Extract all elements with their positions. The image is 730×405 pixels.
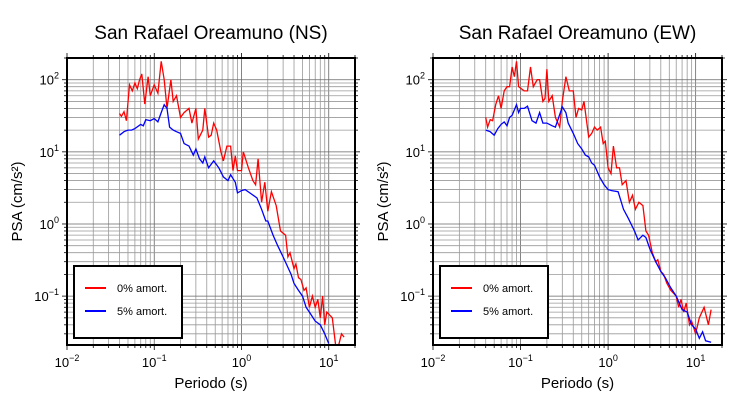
x-tick-label: 101	[686, 353, 705, 370]
y-tick-exponent: 1	[420, 143, 425, 153]
grid	[62, 53, 360, 350]
y-tick-label: 102	[40, 71, 59, 88]
y-tick-label: 101	[406, 143, 425, 160]
y-tick-exponent: 2	[420, 71, 425, 81]
legend: 0% amort. 5% amort.	[439, 265, 549, 339]
x-tick-label: 10−2	[421, 353, 446, 370]
legend-box	[73, 265, 183, 339]
y-tick-label: 102	[406, 71, 425, 88]
x-tick-label: 100	[232, 353, 251, 370]
y-tick-exponent: 0	[420, 215, 425, 225]
y-tick-exponent: 2	[54, 71, 59, 81]
legend: 0% amort. 5% amort.	[73, 265, 183, 339]
legend-box	[439, 265, 549, 339]
plot-frame	[432, 57, 723, 346]
series-line-1	[119, 103, 330, 344]
x-tick-exponent: −1	[156, 353, 166, 363]
y-tick-label: 101	[40, 143, 59, 160]
x-tick-exponent: 1	[700, 353, 705, 363]
x-tick-label: 100	[598, 353, 617, 370]
chart-title: San Rafael Oreamuno (EW)	[459, 23, 697, 44]
x-tick-exponent: −2	[435, 353, 445, 363]
series-line-0	[118, 61, 345, 346]
y-axis-label: PSA (cm/s²)	[9, 161, 26, 241]
legend-label-1: 5% amort.	[117, 306, 167, 318]
plot-frame	[66, 57, 356, 346]
y-tick-label: 100	[406, 215, 425, 232]
legend-label-1: 5% amort.	[483, 306, 533, 318]
legend-label-0: 0% amort.	[483, 283, 533, 295]
y-tick-exponent: −1	[415, 287, 425, 297]
y-tick-exponent: 0	[54, 215, 59, 225]
x-tick-label: 10−2	[55, 353, 80, 370]
y-axis-label: PSA (cm/s²)	[375, 161, 392, 241]
y-tick-exponent: −1	[49, 287, 59, 297]
x-tick-label: 10−1	[142, 353, 167, 370]
chart-title: San Rafael Oreamuno (NS)	[94, 23, 327, 44]
x-tick-label: 101	[319, 353, 338, 370]
legend-label-0: 0% amort.	[117, 283, 167, 295]
y-tick-label: 100	[40, 215, 59, 232]
x-tick-exponent: −1	[523, 353, 533, 363]
x-tick-exponent: 1	[333, 353, 338, 363]
x-axis-label: Periodo (s)	[174, 375, 247, 392]
x-tick-exponent: 0	[246, 353, 251, 363]
x-tick-exponent: −2	[69, 353, 79, 363]
series-line-1	[485, 102, 712, 343]
series-line-0	[485, 61, 712, 337]
x-tick-exponent: 0	[613, 353, 618, 363]
x-tick-label: 10−1	[508, 353, 533, 370]
x-axis-label: Periodo (s)	[541, 375, 614, 392]
y-tick-exponent: 1	[54, 143, 59, 153]
y-tick-label: 10−1	[34, 287, 59, 304]
y-tick-label: 10−1	[400, 287, 425, 304]
